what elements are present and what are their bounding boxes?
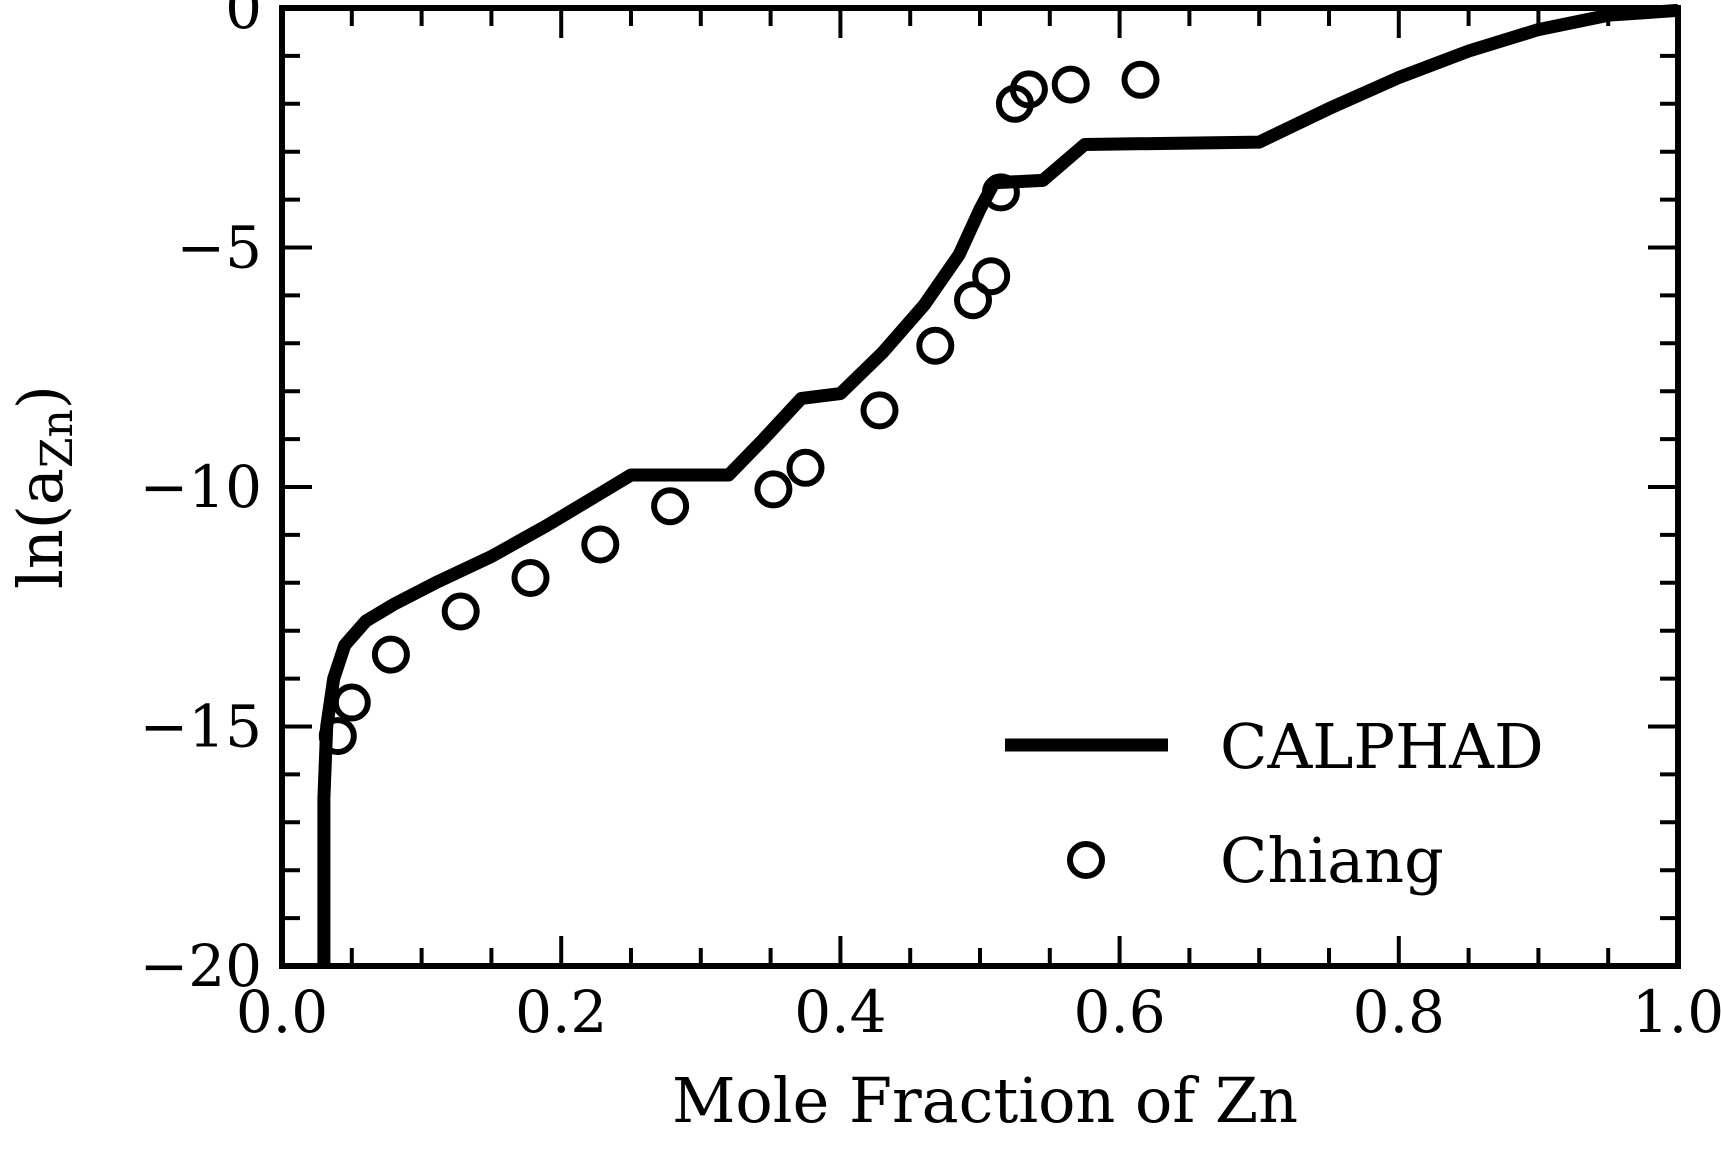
x-tick-label: 0.2 bbox=[515, 978, 607, 1046]
x-tick-label: 1.0 bbox=[1632, 978, 1721, 1046]
y-tick-label: −15 bbox=[140, 693, 262, 761]
legend-calphad-label: CALPHAD bbox=[1220, 710, 1544, 783]
labels-layer: 0.0 0.2 0.4 0.6 0.8 1.0 0 −5 −10 −15 −20 bbox=[140, 0, 1721, 1046]
x-tick-label: 0.8 bbox=[1353, 978, 1445, 1046]
data-point-chiang bbox=[1121, 60, 1160, 99]
data-point-chiang bbox=[511, 559, 550, 597]
data-point-chiang bbox=[371, 635, 410, 674]
y-axis-title-subscript: Zn bbox=[32, 409, 83, 468]
data-point-chiang bbox=[860, 391, 899, 430]
y-tick-label: −20 bbox=[140, 932, 262, 1000]
data-point-chiang bbox=[651, 487, 690, 526]
legend: CALPHAD Chiang bbox=[1005, 710, 1544, 897]
legend-chiang-label: Chiang bbox=[1220, 824, 1444, 897]
data-point-chiang bbox=[786, 448, 825, 487]
data-point-chiang bbox=[754, 470, 793, 509]
data-point-chiang bbox=[1051, 65, 1090, 104]
x-tick-label: 0.6 bbox=[1073, 978, 1165, 1046]
x-axis-title: Mole Fraction of Zn bbox=[672, 1064, 1298, 1137]
data-point-chiang bbox=[954, 281, 992, 320]
y-axis-title-main: ln(a bbox=[4, 468, 77, 589]
data-point-chiang bbox=[972, 257, 1011, 296]
y-tick-label: −5 bbox=[177, 214, 263, 282]
data-point-chiang bbox=[981, 173, 1020, 212]
series-line-calphad bbox=[317, 3, 1679, 966]
data-point-chiang bbox=[916, 326, 955, 365]
x-tick-label: 0.0 bbox=[236, 978, 328, 1046]
legend-chiang-marker bbox=[1067, 841, 1105, 879]
data-point-chiang bbox=[318, 717, 357, 756]
data-point-chiang bbox=[441, 592, 480, 631]
y-axis-title-close: ) bbox=[4, 385, 77, 409]
data-point-chiang bbox=[332, 683, 371, 722]
y-tick-label: 0 bbox=[225, 0, 262, 42]
y-axis-title: ln(aZn) bbox=[4, 385, 83, 589]
data-point-chiang bbox=[1009, 70, 1048, 109]
plot-frame bbox=[279, 5, 1681, 969]
x-tick-label: 0.4 bbox=[794, 978, 886, 1046]
series-layer bbox=[317, 3, 1679, 966]
data-point-chiang bbox=[581, 525, 620, 564]
ticks-layer bbox=[280, 6, 1680, 968]
y-tick-label: −10 bbox=[140, 453, 262, 521]
